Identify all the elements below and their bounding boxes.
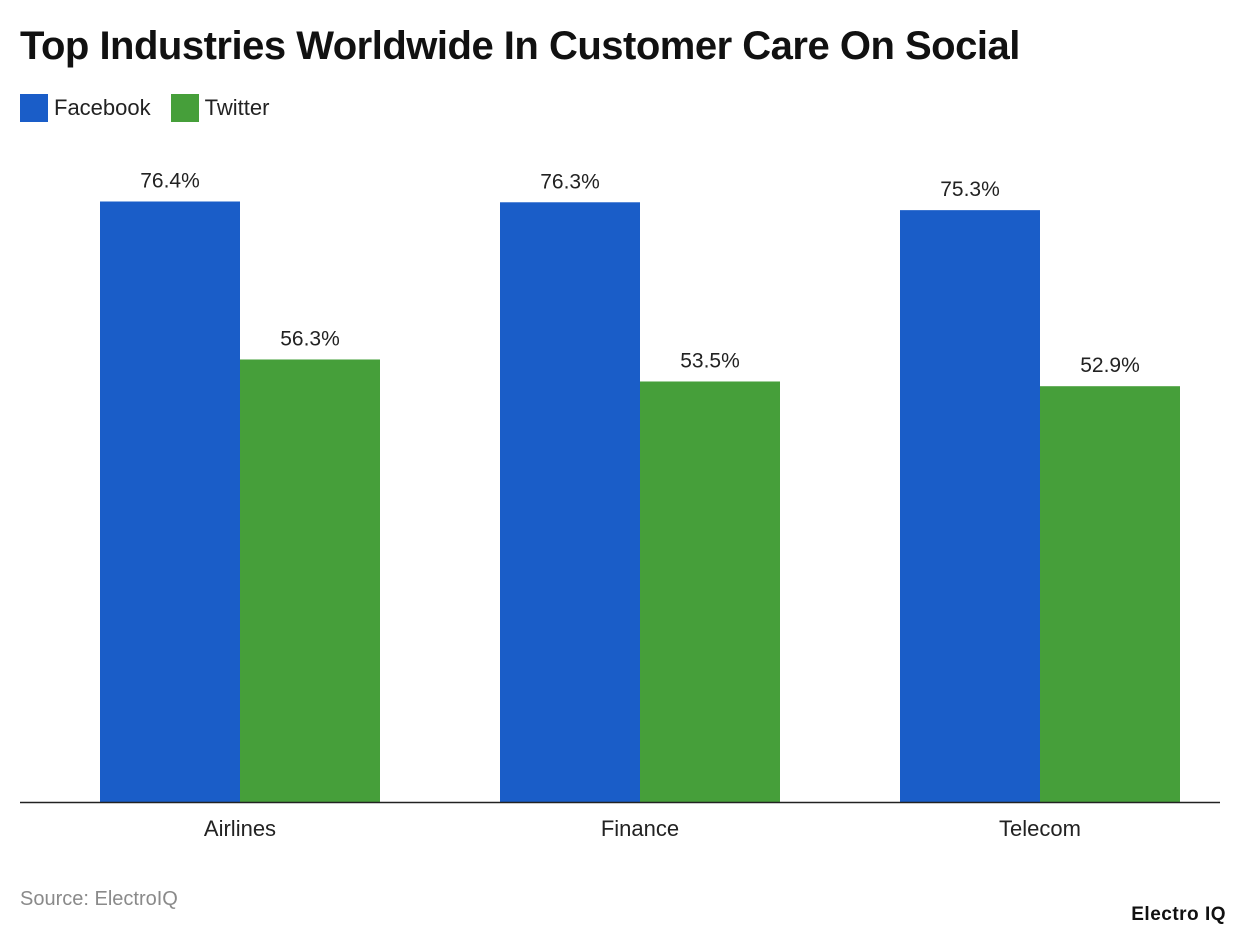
legend-swatch-twitter (170, 94, 199, 122)
bar-twitter-airlines (240, 359, 380, 802)
data-label-twitter-finance: 53.5% (680, 349, 740, 372)
bar-facebook-telecom (900, 210, 1040, 803)
category-label-airlines: Airlines (204, 816, 276, 841)
bar-facebook-airlines (100, 201, 240, 803)
legend-label-twitter: Twitter (204, 95, 270, 120)
bar-twitter-telecom (1040, 386, 1180, 802)
brand-logo: Electro IQ (1131, 904, 1226, 925)
data-label-facebook-finance: 76.3% (540, 170, 600, 193)
data-label-facebook-airlines: 76.4% (140, 169, 200, 192)
category-label-finance: Finance (601, 816, 679, 841)
legend-item-facebook: Facebook (20, 94, 151, 122)
legend-item-twitter: Twitter (170, 94, 270, 122)
bar-twitter-finance (640, 381, 780, 802)
bar-facebook-finance (500, 202, 640, 803)
source-note: Source: ElectroIQ (20, 888, 178, 910)
data-label-twitter-airlines: 56.3% (280, 327, 340, 350)
data-label-facebook-telecom: 75.3% (940, 178, 1000, 201)
legend-swatch-facebook (20, 94, 48, 122)
legend: Facebook Twitter (20, 94, 289, 122)
data-label-twitter-telecom: 52.9% (1080, 354, 1140, 377)
legend-label-facebook: Facebook (54, 95, 151, 120)
chart-title: Top Industries Worldwide In Customer Car… (20, 24, 1020, 68)
category-label-telecom: Telecom (999, 816, 1081, 841)
